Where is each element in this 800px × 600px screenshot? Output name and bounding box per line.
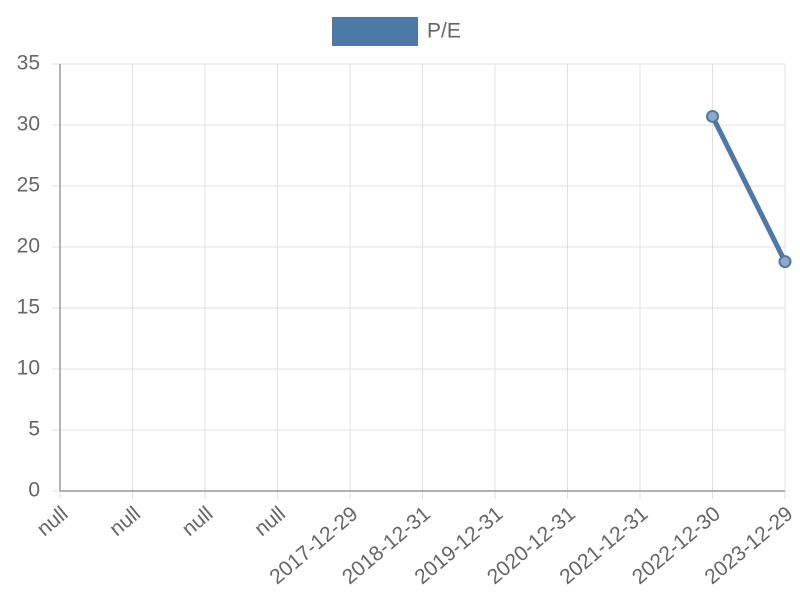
x-tick-label: null [105,502,145,541]
data-point [706,109,719,123]
y-tick-label: 35 [17,52,40,75]
x-tick-label: null [33,502,73,541]
series-line [710,115,788,263]
y-tick-label: 0 [28,479,40,502]
y-tick-label: 30 [17,113,40,136]
legend-label: P/E [427,20,461,43]
legend-swatch [332,17,418,46]
data-point [778,255,792,269]
y-tick-label: 15 [17,296,40,319]
y-tick-label: 5 [28,418,40,441]
x-tick-label: null [178,502,218,541]
y-tick-label: 25 [17,174,40,197]
x-tick-label: null [250,502,290,541]
y-tick-label: 10 [17,357,40,380]
y-tick-label: 20 [17,235,40,258]
